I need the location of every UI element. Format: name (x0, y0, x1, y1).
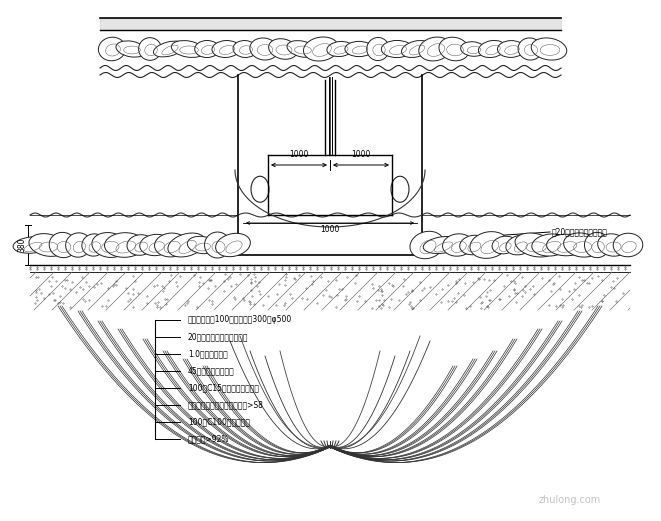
Ellipse shape (423, 237, 461, 254)
Text: 1000: 1000 (351, 150, 371, 159)
Ellipse shape (251, 176, 269, 202)
Text: 20厚混合物水泥砂浆基垫平: 20厚混合物水泥砂浆基垫平 (188, 332, 249, 341)
Ellipse shape (168, 233, 206, 257)
Ellipse shape (531, 38, 566, 60)
Ellipse shape (470, 232, 508, 258)
Ellipse shape (345, 41, 373, 57)
Ellipse shape (479, 41, 506, 57)
Ellipse shape (212, 41, 240, 57)
Ellipse shape (443, 234, 473, 256)
Ellipse shape (187, 237, 217, 254)
Text: 贴20厚暖褐色花面花岗岩: 贴20厚暖褐色花面花岗岩 (552, 228, 608, 237)
Ellipse shape (195, 41, 219, 57)
Ellipse shape (215, 233, 251, 257)
Ellipse shape (598, 234, 627, 256)
Ellipse shape (153, 41, 184, 57)
Ellipse shape (82, 234, 106, 256)
Ellipse shape (65, 233, 91, 257)
Ellipse shape (49, 232, 77, 257)
Ellipse shape (104, 233, 145, 257)
Ellipse shape (461, 42, 485, 56)
Text: 100厚C15混凝土（理坡坡）: 100厚C15混凝土（理坡坡） (188, 383, 259, 392)
Ellipse shape (139, 38, 161, 60)
Ellipse shape (564, 233, 600, 257)
Ellipse shape (515, 233, 555, 257)
Ellipse shape (250, 38, 278, 60)
Text: zhulong.com: zhulong.com (539, 495, 601, 505)
Ellipse shape (303, 37, 338, 61)
Ellipse shape (439, 37, 469, 61)
Ellipse shape (584, 232, 609, 257)
Text: 1000: 1000 (290, 150, 309, 159)
Ellipse shape (29, 233, 66, 256)
Ellipse shape (506, 235, 533, 255)
Ellipse shape (171, 41, 205, 57)
Ellipse shape (287, 41, 317, 57)
Text: 1000: 1000 (321, 226, 340, 234)
Ellipse shape (155, 233, 188, 257)
Ellipse shape (139, 234, 172, 256)
Ellipse shape (367, 38, 389, 60)
Ellipse shape (13, 237, 51, 253)
Text: 100厚C100混凝土垫层: 100厚C100混凝土垫层 (188, 417, 250, 427)
Ellipse shape (547, 234, 586, 256)
Ellipse shape (116, 41, 146, 57)
Ellipse shape (613, 233, 642, 257)
Ellipse shape (92, 232, 127, 257)
Text: 钢筋混凝土墙背淡涂底，抗渗>S8: 钢筋混凝土墙背淡涂底，抗渗>S8 (188, 401, 264, 410)
Ellipse shape (498, 41, 524, 57)
Ellipse shape (492, 236, 516, 254)
Ellipse shape (532, 234, 570, 256)
Text: 鹅铺灰色卵石100厚，鹅径：300～φ500: 鹅铺灰色卵石100厚，鹅径：300～φ500 (188, 316, 292, 325)
Ellipse shape (401, 41, 430, 57)
Ellipse shape (518, 38, 542, 60)
Ellipse shape (410, 231, 444, 259)
Ellipse shape (268, 39, 297, 59)
Ellipse shape (127, 234, 153, 255)
Ellipse shape (459, 235, 487, 255)
Ellipse shape (381, 41, 412, 57)
Text: 素土夯实>92%: 素土夯实>92% (188, 435, 229, 443)
Text: 1.0厚液膜聚氨酯: 1.0厚液膜聚氨酯 (188, 350, 228, 358)
Ellipse shape (98, 37, 126, 61)
Text: 380: 380 (17, 238, 26, 252)
Ellipse shape (233, 41, 257, 57)
Ellipse shape (391, 176, 409, 202)
Ellipse shape (327, 42, 353, 57)
Ellipse shape (419, 37, 451, 61)
Text: 45厚水泥砂浆找平层: 45厚水泥砂浆找平层 (188, 366, 235, 376)
Ellipse shape (204, 232, 231, 258)
